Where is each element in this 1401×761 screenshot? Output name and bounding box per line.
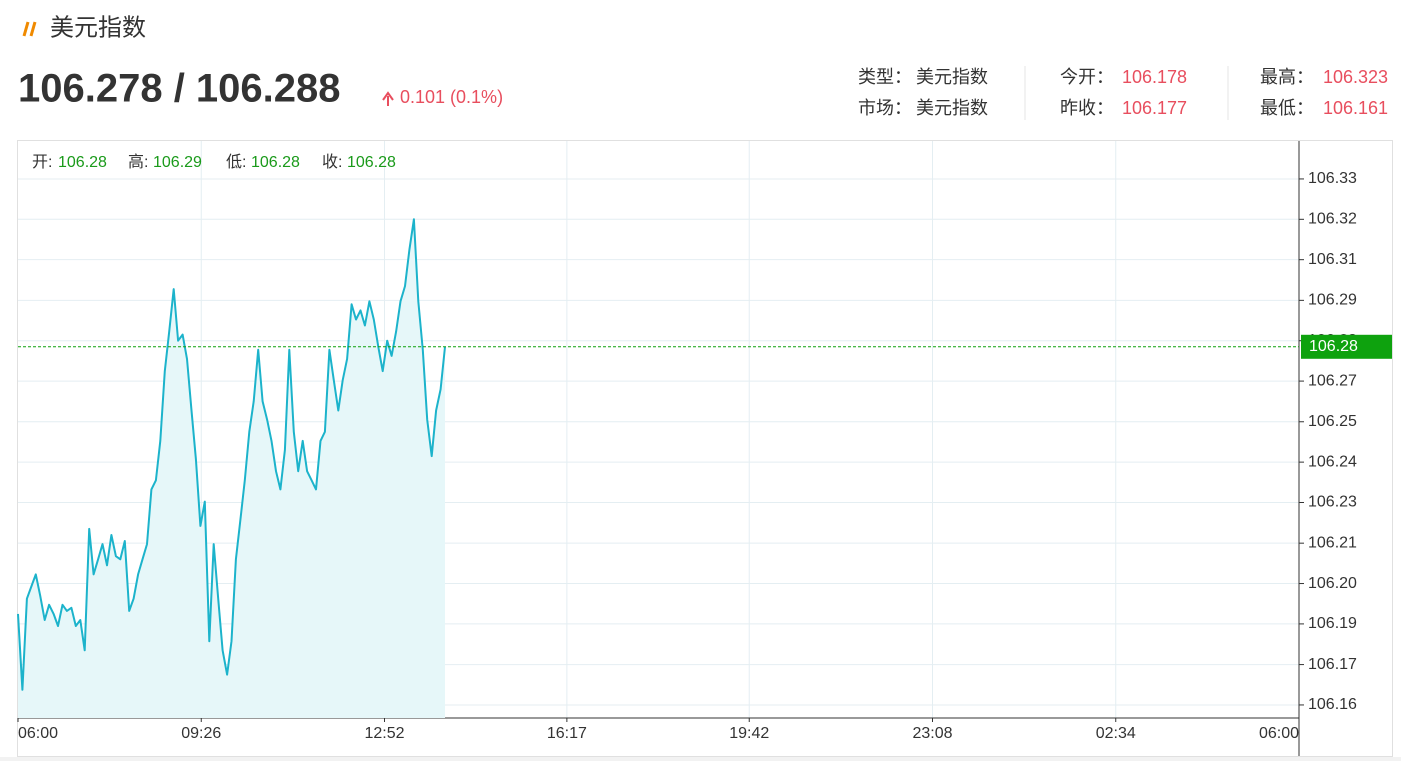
x-tick-label: 06:00 bbox=[18, 725, 58, 742]
info-label: 类型： bbox=[858, 67, 912, 87]
y-tick-label: 106.27 bbox=[1308, 372, 1357, 389]
info-label: 今开： bbox=[1060, 67, 1114, 87]
ohlc-value: 106.29 bbox=[153, 154, 202, 171]
info-value: 106.178 bbox=[1122, 67, 1187, 87]
info-value: 106.177 bbox=[1122, 98, 1187, 118]
x-tick-label: 12:52 bbox=[364, 725, 404, 742]
current-price-label: 106.28 bbox=[1309, 338, 1358, 355]
x-tick-label: 02:34 bbox=[1096, 725, 1136, 742]
y-tick-label: 106.33 bbox=[1308, 170, 1357, 187]
info-value: 106.161 bbox=[1323, 98, 1388, 118]
chart-frame bbox=[17, 140, 1393, 757]
info-value: 美元指数 bbox=[916, 67, 988, 87]
change: 0.101 (0.1%) bbox=[400, 87, 503, 107]
y-tick-label: 106.24 bbox=[1308, 453, 1357, 470]
ohlc-value: 106.28 bbox=[251, 154, 300, 171]
x-tick-label: 23:08 bbox=[912, 725, 952, 742]
ohlc: 开: 106.28 高: 106.29 低: 106.28 收: 106.28 bbox=[32, 153, 396, 171]
x-tick-label: 09:26 bbox=[181, 725, 221, 742]
ohlc-label: 低: bbox=[226, 153, 246, 171]
x-tick-label: 16:17 bbox=[547, 725, 587, 742]
info-value: 106.323 bbox=[1323, 67, 1388, 87]
info-label: 市场： bbox=[858, 98, 912, 118]
info-label: 昨收： bbox=[1060, 98, 1114, 118]
y-tick-label: 106.17 bbox=[1308, 656, 1357, 673]
y-tick-label: 106.32 bbox=[1308, 211, 1357, 228]
plot: 106.16 106.17 106.19 106.20 106.21 106.23 106.… bbox=[17, 141, 1392, 756]
x-tick-label: 19:42 bbox=[729, 725, 769, 742]
price: 106.278 / 106.288 bbox=[18, 67, 341, 111]
bottom-strip bbox=[0, 757, 1401, 761]
ohlc-value: 106.28 bbox=[347, 154, 396, 171]
info-label: 最低： bbox=[1260, 98, 1314, 118]
y-tick-label: 106.21 bbox=[1308, 534, 1357, 551]
y-tick-label: 106.16 bbox=[1308, 696, 1357, 713]
line bbox=[17, 218, 446, 691]
area bbox=[18, 219, 445, 719]
info-label: 最高： bbox=[1260, 67, 1314, 87]
title-icon bbox=[22, 21, 37, 37]
y-tick-label: 106.23 bbox=[1308, 494, 1357, 511]
y-tick-label: 106.20 bbox=[1308, 575, 1357, 592]
y-tick-label: 106.25 bbox=[1308, 413, 1357, 430]
ohlc-label: 高: bbox=[128, 153, 148, 171]
y-tick-label: 106.29 bbox=[1308, 292, 1357, 309]
up-arrow bbox=[382, 91, 394, 106]
y-tick-label: 106.31 bbox=[1308, 251, 1357, 268]
title: 美元指数 bbox=[50, 14, 146, 41]
info-value: 美元指数 bbox=[916, 98, 988, 118]
y-tick-label: 106.19 bbox=[1308, 615, 1357, 632]
ohlc-label: 收: bbox=[322, 153, 342, 171]
current-price-box bbox=[1301, 334, 1392, 359]
x-tick-label: 06:00 bbox=[1259, 725, 1299, 742]
ohlc-label: 开: bbox=[32, 154, 52, 171]
ohlc-value: 106.28 bbox=[58, 154, 107, 171]
